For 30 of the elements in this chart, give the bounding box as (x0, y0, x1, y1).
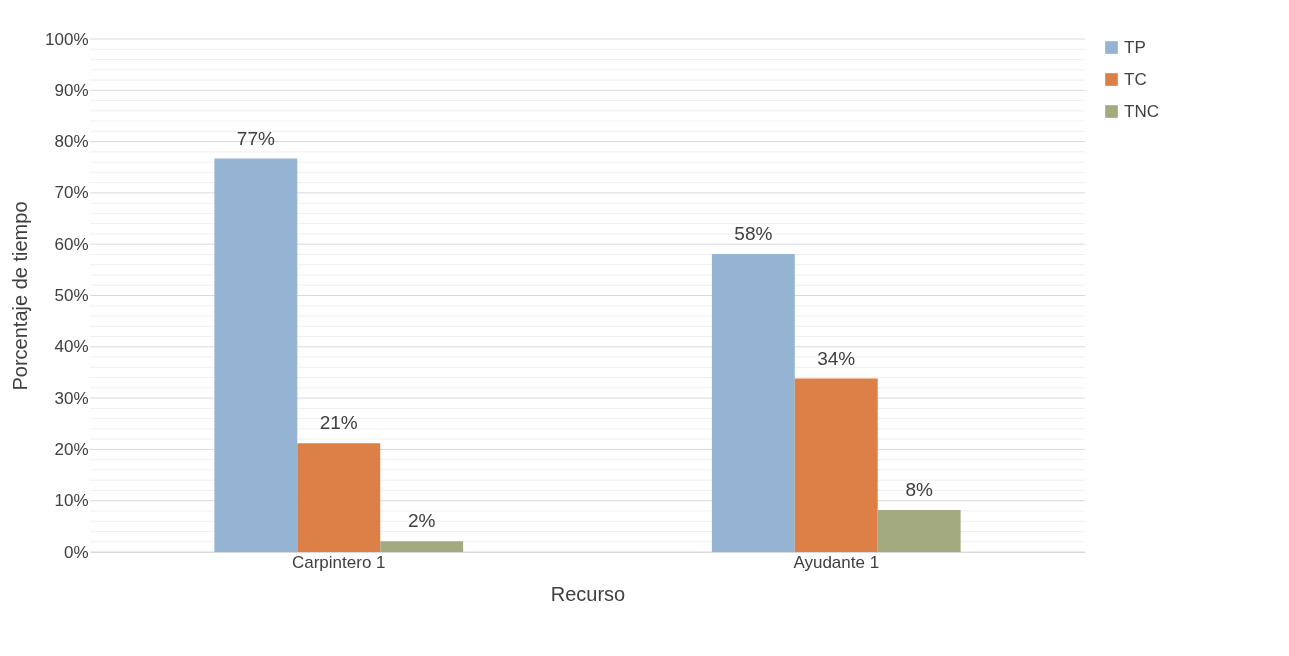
y-tick-label: 10% (54, 491, 89, 511)
data-label: 2% (407, 510, 436, 532)
data-label: 8% (905, 478, 933, 500)
y-axis-title: Porcentaje de tiempo (9, 201, 32, 391)
x-tick-label: Carpintero 1 (291, 552, 386, 572)
bar (711, 253, 795, 552)
bar (214, 158, 298, 552)
legend-label: TP (1124, 37, 1146, 57)
bar (380, 541, 464, 552)
x-axis-title: Recurso (550, 582, 626, 605)
legend-label: TC (1124, 69, 1147, 89)
y-tick-label: 70% (54, 183, 89, 203)
y-tick-label: 60% (54, 234, 89, 254)
y-tick-label: 30% (54, 388, 89, 408)
x-tick-label: Ayudante 1 (793, 552, 880, 572)
y-tick-label: 50% (54, 286, 89, 305)
y-tick-label: 90% (54, 80, 89, 100)
data-label: 77% (236, 127, 275, 149)
data-label: 21% (319, 412, 358, 434)
bar (877, 509, 961, 552)
y-tick-label: 20% (54, 439, 89, 459)
data-label: 34% (817, 347, 856, 369)
legend-label: TNC (1124, 101, 1159, 121)
data-label: 58% (734, 222, 773, 244)
y-tick-label: 0% (63, 542, 89, 562)
bar (297, 443, 381, 552)
y-tick-label: 100% (45, 29, 89, 49)
y-tick-label: 80% (54, 132, 89, 152)
y-tick-label: 40% (54, 337, 89, 357)
bar (794, 378, 878, 552)
